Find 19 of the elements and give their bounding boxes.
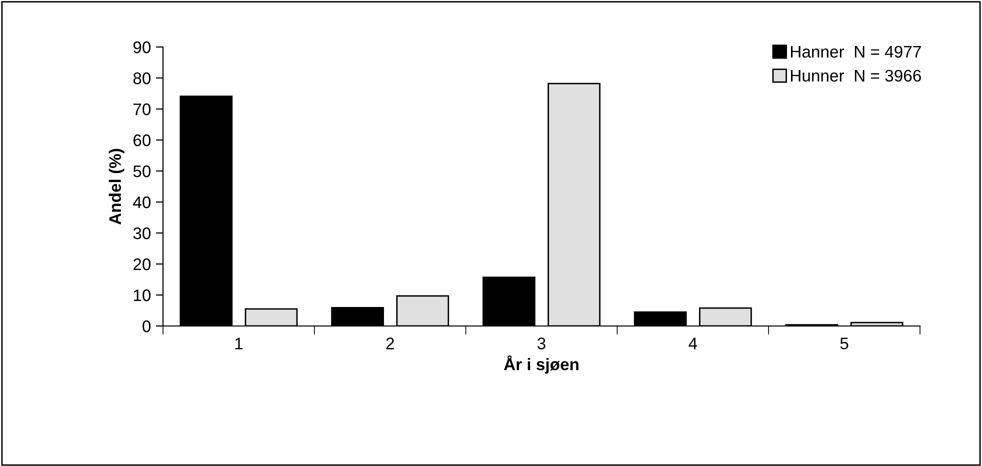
y-tick-label: 0: [142, 320, 151, 332]
y-tick-label: 30: [133, 227, 151, 240]
y-tick-label: 50: [133, 165, 151, 178]
legend-label: Hanner N = 4977: [791, 46, 921, 58]
y-tick-label: 40: [133, 196, 151, 208]
y-tick-label: 80: [133, 72, 151, 84]
x-tick-label: 5: [840, 338, 848, 350]
x-tick-label: 1: [235, 338, 243, 350]
y-tick-label: 70: [134, 103, 151, 116]
y-tick-label: 10: [134, 289, 151, 302]
x-tick-label: 3: [538, 338, 546, 350]
y-tick-label: 60: [134, 134, 151, 146]
y-tick-label: 90: [133, 41, 151, 54]
y-axis-title: Andel (%): [108, 148, 124, 225]
x-axis-title: År i sjøen: [504, 355, 578, 374]
legend-label: Hunner N = 3966: [791, 70, 921, 82]
x-tick-label: 4: [688, 338, 698, 350]
x-tick-label: 2: [386, 338, 394, 350]
y-tick-label: 20: [133, 258, 151, 270]
